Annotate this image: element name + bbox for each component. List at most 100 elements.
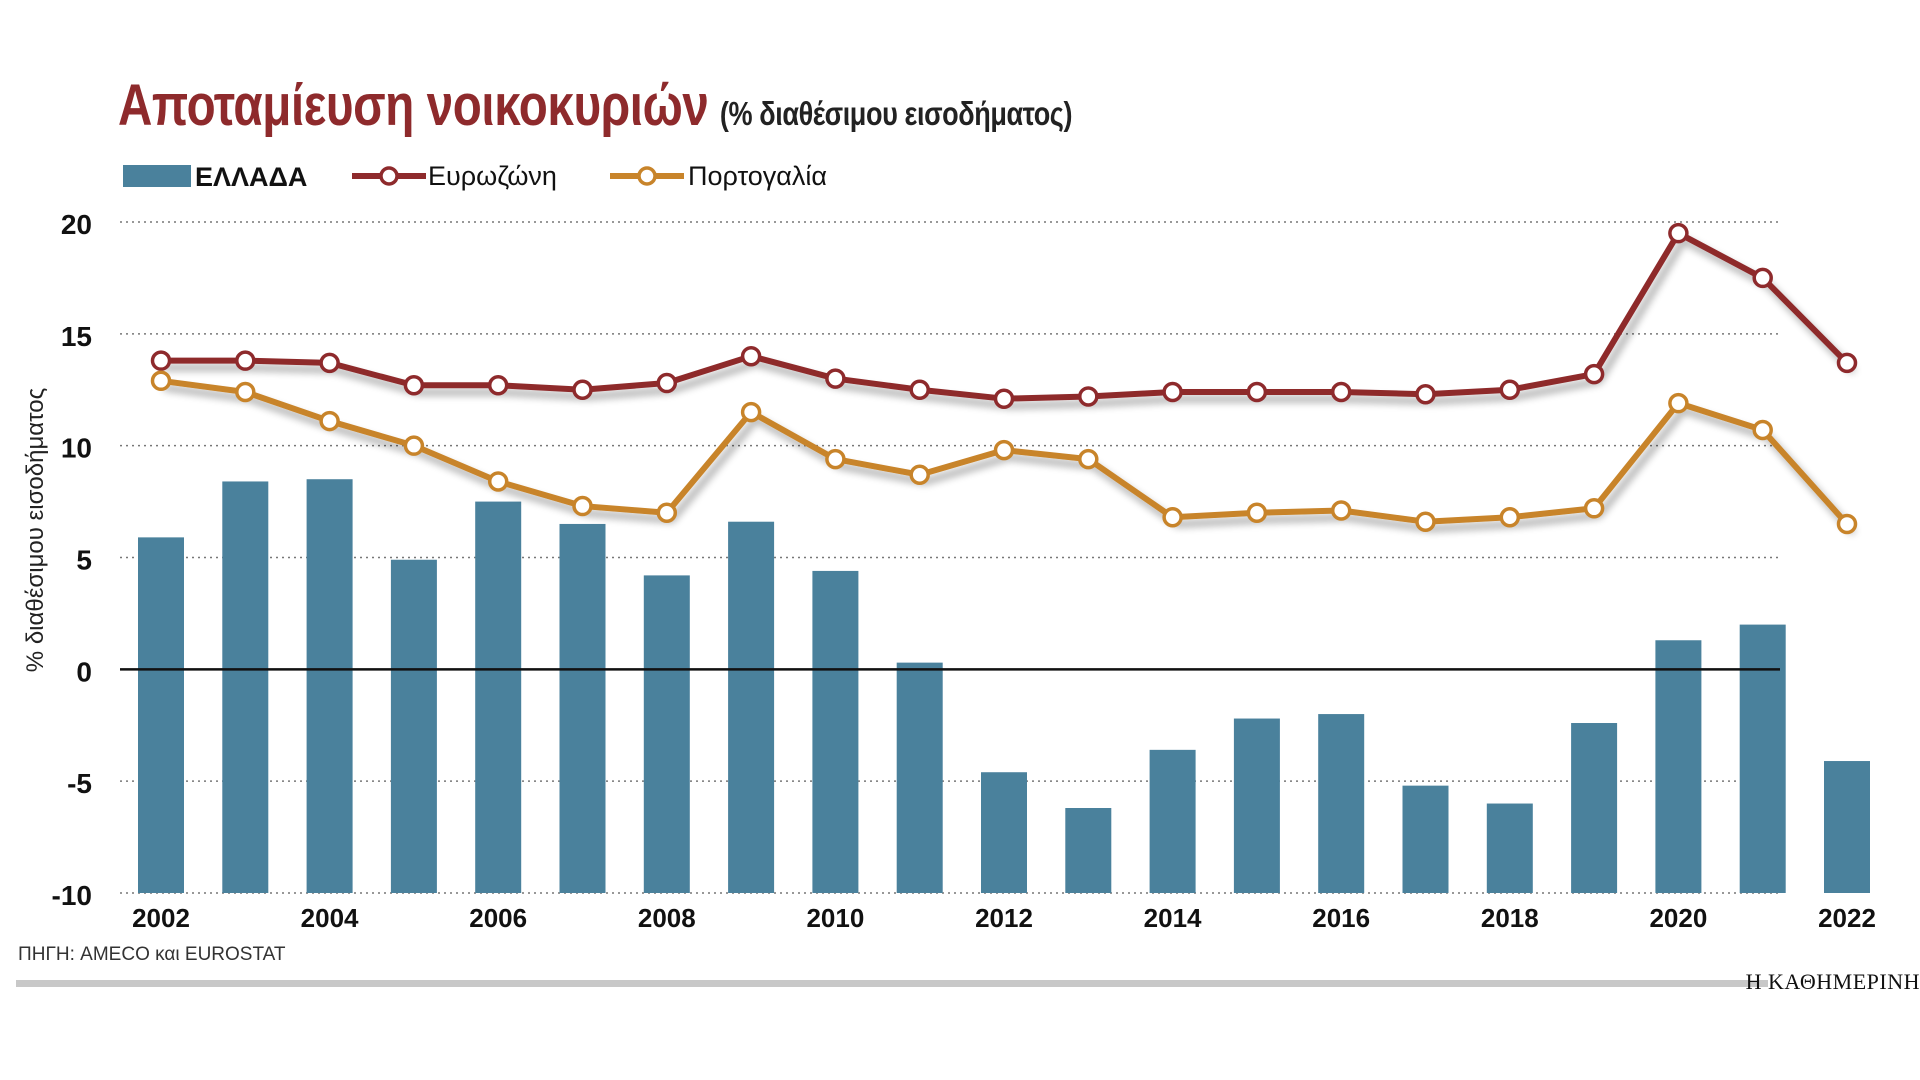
legend-marker-portugal bbox=[637, 166, 657, 186]
bar-greece bbox=[643, 575, 690, 893]
bar-greece bbox=[728, 521, 775, 893]
y-axis: 20 15 10 5 0 -5 -10 bbox=[52, 209, 92, 911]
point-eurozone bbox=[1752, 267, 1773, 289]
x-tick-label: 2016 bbox=[1312, 903, 1370, 933]
chart-title: Αποταμίευση νοικοκυριών (% διαθέσιμου εισ… bbox=[118, 72, 1072, 139]
legend-label-portugal: Πορτογαλία bbox=[688, 161, 827, 191]
point-eurozone bbox=[1330, 381, 1352, 403]
point-portugal bbox=[1162, 506, 1183, 528]
bar-greece bbox=[981, 772, 1027, 893]
legend-label-eurozone: Ευρωζώνη bbox=[428, 161, 557, 191]
point-portugal bbox=[1078, 448, 1099, 470]
point-portugal bbox=[993, 439, 1015, 461]
point-eurozone bbox=[825, 368, 846, 389]
y-tick-label: 15 bbox=[61, 321, 92, 352]
point-portugal bbox=[1668, 392, 1689, 414]
point-portugal bbox=[572, 495, 593, 517]
x-tick-label: 2012 bbox=[975, 903, 1033, 933]
x-tick-label: 2018 bbox=[1481, 903, 1539, 933]
point-eurozone bbox=[740, 345, 762, 367]
point-portugal bbox=[1499, 506, 1521, 528]
chart-subtitle: (% διαθέσιμου εισοδήματος) bbox=[719, 95, 1073, 132]
legend-marker-eurozone bbox=[379, 166, 399, 186]
title-text: Αποταμίευση νοικοκυριών bbox=[118, 73, 709, 138]
bar-greece bbox=[1065, 808, 1112, 893]
bar-greece bbox=[812, 570, 859, 893]
y-axis-label: % διαθέσιμου εισοδήματος bbox=[22, 388, 49, 672]
point-eurozone bbox=[572, 379, 593, 400]
point-portugal bbox=[909, 464, 930, 485]
bar-greece bbox=[1739, 624, 1786, 893]
point-eurozone bbox=[1078, 386, 1099, 407]
y-tick-label: -5 bbox=[67, 768, 92, 799]
x-tick-label: 2008 bbox=[638, 903, 696, 933]
x-tick-label: 2020 bbox=[1649, 903, 1707, 933]
point-portugal bbox=[1752, 419, 1773, 441]
y-tick-label: 0 bbox=[76, 656, 92, 687]
y-tick-label: -10 bbox=[52, 880, 92, 911]
point-portugal bbox=[150, 370, 172, 392]
bar-greece bbox=[1318, 714, 1365, 893]
point-portugal bbox=[235, 381, 256, 403]
bar-greece bbox=[1655, 640, 1702, 893]
bar-greece bbox=[1402, 785, 1449, 893]
point-eurozone bbox=[1836, 352, 1858, 374]
y-tick-label: 5 bbox=[76, 545, 92, 576]
point-eurozone bbox=[1162, 381, 1183, 403]
gridlines bbox=[120, 221, 1780, 894]
point-eurozone bbox=[1583, 363, 1605, 385]
point-eurozone bbox=[150, 350, 172, 371]
source-note: ΠΗΓΗ: AMECO και EUROSTAT bbox=[18, 944, 286, 965]
x-tick-label: 2006 bbox=[469, 903, 527, 933]
point-portugal bbox=[1330, 500, 1352, 521]
bar-greece bbox=[1824, 761, 1870, 893]
point-eurozone bbox=[1246, 381, 1268, 403]
bar-greece bbox=[1149, 749, 1196, 893]
point-portugal bbox=[656, 502, 678, 524]
point-portugal bbox=[1415, 511, 1436, 532]
y-tick-label: 20 bbox=[61, 209, 92, 240]
publisher-logo: Η ΚΑΘΗΜΕΡΙΝΗ bbox=[1745, 969, 1920, 994]
x-tick-label: 2004 bbox=[301, 903, 359, 933]
x-tick-label: 2002 bbox=[132, 903, 190, 933]
bar-greece bbox=[1571, 723, 1618, 893]
point-eurozone bbox=[1415, 383, 1436, 405]
point-eurozone bbox=[403, 375, 425, 396]
bar-greece bbox=[1233, 718, 1280, 893]
legend-label-greece: ΕΛΛΑΔΑ bbox=[195, 162, 307, 192]
point-portugal bbox=[487, 471, 509, 492]
bar-series-greece bbox=[138, 479, 1870, 893]
point-eurozone bbox=[235, 350, 256, 371]
point-eurozone bbox=[909, 379, 930, 400]
bar-greece bbox=[138, 537, 184, 893]
x-tick-label: 2010 bbox=[806, 903, 864, 933]
point-eurozone bbox=[319, 352, 340, 374]
legend: ΕΛΛΑΔΑ Ευρωζώνη Πορτογαλία bbox=[123, 161, 827, 192]
bar-greece bbox=[1486, 803, 1533, 893]
point-eurozone bbox=[656, 372, 678, 394]
point-portugal bbox=[825, 448, 846, 470]
point-portugal bbox=[403, 435, 425, 456]
point-portugal bbox=[1246, 502, 1268, 524]
point-portugal bbox=[319, 410, 340, 432]
x-tick-label: 2014 bbox=[1144, 903, 1202, 933]
point-eurozone bbox=[1499, 379, 1521, 400]
point-portugal bbox=[740, 401, 762, 423]
x-tick-label: 2022 bbox=[1818, 903, 1876, 933]
point-portugal bbox=[1583, 498, 1605, 519]
bar-greece bbox=[896, 662, 943, 893]
point-eurozone bbox=[993, 388, 1015, 409]
point-eurozone bbox=[487, 375, 509, 396]
bar-greece bbox=[390, 559, 437, 893]
bar-greece bbox=[222, 481, 269, 893]
point-eurozone bbox=[1668, 222, 1689, 244]
footer-divider bbox=[16, 980, 1768, 987]
bar-greece bbox=[475, 501, 522, 893]
x-axis: 2002 2004 2006 2008 2010 2012 2014 2016 2018 2020… bbox=[132, 903, 1876, 933]
bar-greece bbox=[306, 479, 353, 893]
line-series bbox=[150, 222, 1858, 535]
y-tick-label: 10 bbox=[61, 433, 92, 464]
bar-greece bbox=[559, 523, 606, 893]
legend-swatch-greece bbox=[123, 165, 191, 187]
